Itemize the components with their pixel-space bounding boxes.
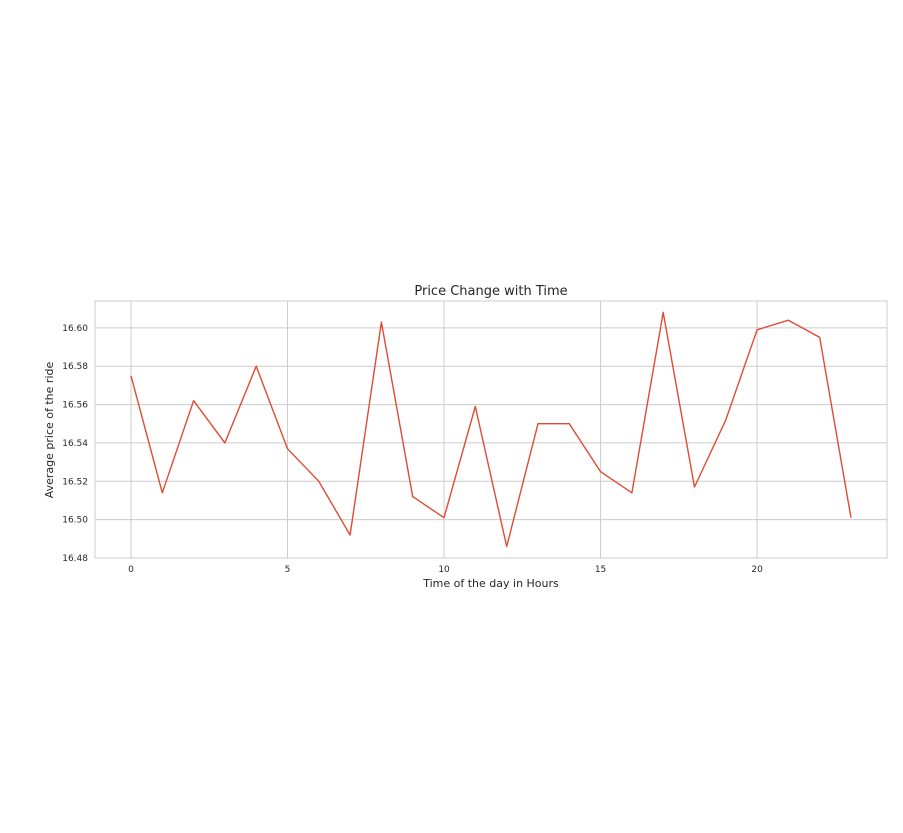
x-axis-label: Time of the day in Hours	[422, 577, 559, 590]
x-tick-label: 5	[285, 565, 291, 575]
x-tick-labels: 0 5 10 15 20	[128, 565, 763, 575]
y-tick-label: 16.48	[62, 554, 88, 564]
plot-frame	[94, 300, 888, 559]
y-tick-label: 16.60	[62, 324, 88, 334]
grid-layer	[95, 301, 887, 559]
y-tick-label: 16.50	[62, 516, 88, 526]
y-axis-label: Average price of the ride	[43, 362, 56, 499]
x-tick-label: 0	[128, 565, 134, 575]
y-tick-label: 16.56	[62, 401, 88, 411]
series-line-0	[130, 311, 852, 548]
y-tick-label: 16.58	[62, 362, 88, 372]
chart-title: Price Change with Time	[414, 284, 567, 299]
y-tick-labels: 16.48 16.50 16.52 16.54 16.56 16.58 16.60	[62, 324, 88, 564]
x-tick-label: 15	[595, 565, 606, 575]
y-tick-label: 16.52	[62, 477, 88, 487]
x-tick-label: 10	[438, 565, 450, 575]
series-layer	[130, 311, 852, 548]
y-tick-label: 16.54	[62, 439, 88, 449]
x-tick-label: 20	[751, 565, 763, 575]
